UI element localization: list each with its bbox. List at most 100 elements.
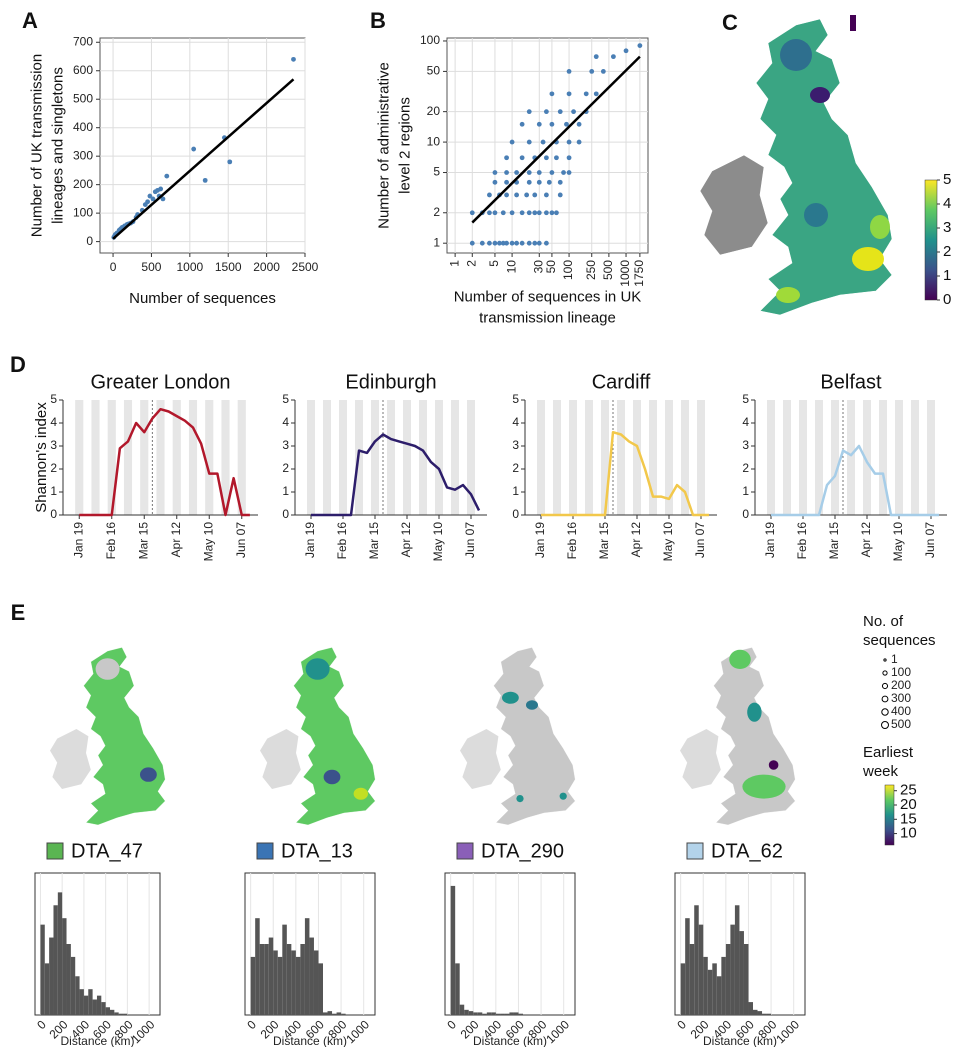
legend-label: 1 bbox=[891, 652, 898, 666]
y-tick-label: 100 bbox=[420, 33, 440, 47]
point bbox=[519, 121, 525, 127]
point bbox=[492, 210, 498, 216]
point bbox=[566, 155, 572, 161]
y-tick-label: 400 bbox=[73, 120, 93, 134]
week-stripe bbox=[323, 400, 331, 515]
bar bbox=[486, 1012, 492, 1015]
point bbox=[526, 139, 532, 145]
point bbox=[164, 173, 170, 179]
y-tick-label: 0 bbox=[512, 507, 519, 521]
point bbox=[191, 146, 197, 152]
map-c bbox=[699, 15, 893, 316]
x-axis-label: Number of sequences in UK bbox=[454, 288, 642, 305]
week-stripe bbox=[601, 400, 609, 515]
series-line bbox=[79, 407, 250, 517]
bar bbox=[57, 892, 63, 1015]
point bbox=[593, 91, 599, 97]
week-stripe bbox=[107, 400, 116, 515]
y-tick-label: 4 bbox=[50, 415, 57, 429]
x-tick-label: 1000 bbox=[773, 1017, 802, 1046]
colorbar-label: 5 bbox=[943, 171, 951, 188]
legend-label: 100 bbox=[891, 665, 911, 679]
panel-label: D bbox=[10, 352, 26, 377]
y-tick-label: 700 bbox=[73, 34, 93, 48]
legend-label: 400 bbox=[891, 704, 911, 718]
y-axis-label: lineages and singletons bbox=[49, 67, 66, 224]
y-tick-label: 4 bbox=[512, 415, 519, 429]
legend-title: Earliest bbox=[863, 744, 914, 761]
week-stripe bbox=[815, 400, 823, 515]
y-tick-label: 0 bbox=[742, 507, 749, 521]
point bbox=[504, 240, 509, 246]
x-tick-label: 500 bbox=[601, 260, 615, 280]
point bbox=[509, 210, 515, 216]
x-tick-label: Apr 12 bbox=[629, 522, 643, 558]
point bbox=[549, 91, 555, 97]
y-tick-label: 200 bbox=[73, 177, 93, 191]
point bbox=[147, 193, 153, 199]
x-tick-label: Jun 07 bbox=[923, 522, 937, 558]
point bbox=[492, 179, 498, 185]
x-tick-label: 500 bbox=[141, 260, 161, 274]
chart-title: Belfast bbox=[820, 371, 882, 393]
bar bbox=[341, 1013, 346, 1015]
legend-chip bbox=[46, 842, 64, 860]
point bbox=[291, 56, 296, 62]
bar bbox=[757, 1011, 763, 1015]
colorbar-label: 20 bbox=[900, 796, 917, 813]
bar bbox=[685, 918, 690, 1015]
fit-line bbox=[471, 55, 641, 224]
y-tick-label: 20 bbox=[427, 104, 441, 118]
x-axis-label: Distance (km) bbox=[473, 1034, 547, 1047]
x-tick-label: Mar 15 bbox=[367, 522, 381, 560]
point bbox=[557, 179, 563, 185]
bar bbox=[264, 944, 269, 1015]
y-tick-label: 3 bbox=[282, 438, 289, 452]
point bbox=[543, 240, 549, 246]
bar bbox=[504, 1013, 510, 1015]
point bbox=[571, 109, 576, 115]
legend-chip bbox=[256, 842, 274, 860]
point bbox=[554, 155, 559, 161]
point bbox=[543, 192, 549, 198]
bar bbox=[49, 937, 54, 1015]
week-stripe bbox=[633, 400, 641, 515]
y-tick-label: 3 bbox=[742, 438, 749, 452]
x-axis-label: Distance (km) bbox=[60, 1034, 134, 1047]
bar bbox=[313, 950, 319, 1015]
y-tick-label: 300 bbox=[73, 148, 93, 162]
x-tick-label: 2500 bbox=[292, 260, 319, 274]
point bbox=[561, 170, 566, 175]
y-tick-label: 1 bbox=[50, 484, 57, 498]
point bbox=[532, 210, 538, 216]
point bbox=[150, 196, 156, 202]
bar bbox=[500, 1013, 505, 1015]
bar bbox=[96, 995, 102, 1015]
bar bbox=[716, 976, 722, 1015]
bar bbox=[712, 963, 717, 1015]
point bbox=[514, 240, 520, 246]
week-stripe bbox=[339, 400, 347, 515]
bar bbox=[83, 995, 89, 1015]
point bbox=[497, 240, 502, 246]
bar bbox=[694, 905, 699, 1015]
map-e4 bbox=[680, 646, 796, 826]
point bbox=[487, 210, 492, 216]
y-tick-label: 5 bbox=[50, 392, 57, 406]
y-axis-label: Number of administrative bbox=[375, 62, 392, 229]
point bbox=[593, 54, 599, 60]
bar bbox=[295, 956, 301, 1015]
week-stripe bbox=[911, 400, 919, 515]
bar bbox=[92, 999, 97, 1015]
x-tick-label: Jun 07 bbox=[234, 522, 248, 558]
week-stripe bbox=[419, 400, 427, 515]
week-stripe bbox=[649, 400, 657, 515]
point bbox=[509, 139, 515, 145]
y-tick-label: 5 bbox=[512, 392, 519, 406]
colorbar-label: 3 bbox=[943, 219, 951, 236]
bar bbox=[70, 956, 76, 1015]
map-e3 bbox=[460, 646, 576, 826]
bar bbox=[753, 1009, 758, 1015]
bar bbox=[468, 1011, 474, 1015]
colorbar-label: 25 bbox=[900, 782, 917, 799]
